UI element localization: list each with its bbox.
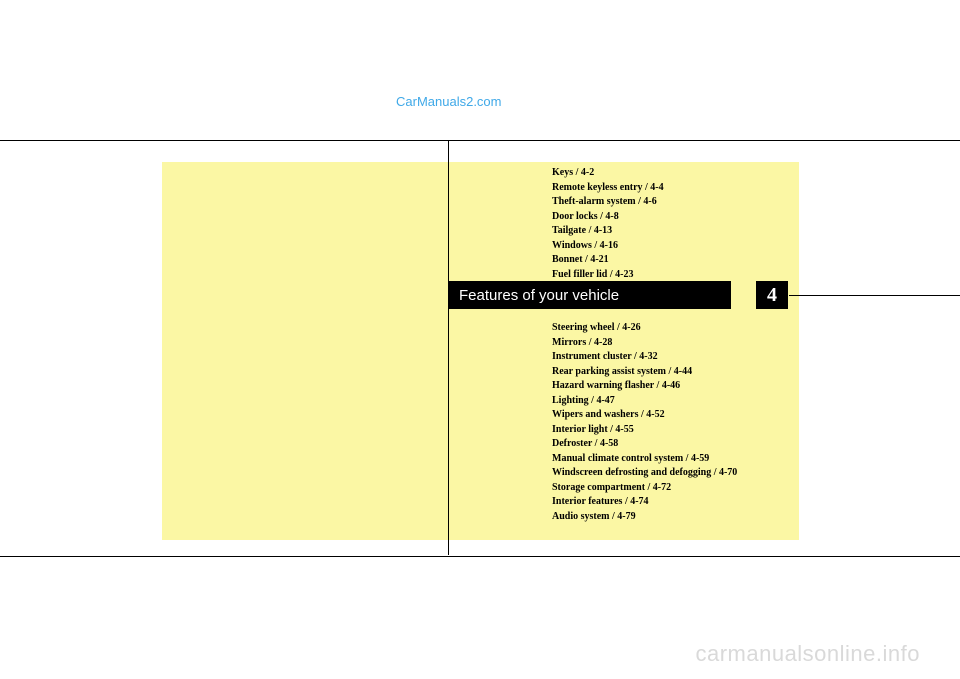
- toc-entry: Mirrors / 4-28: [552, 336, 737, 351]
- toc-entry: Manual climate control system / 4-59: [552, 452, 737, 467]
- toc-lower: Steering wheel / 4-26 Mirrors / 4-28 Ins…: [552, 321, 737, 524]
- toc-entry: Instrument cluster / 4-32: [552, 350, 737, 365]
- section-title: Features of your vehicle: [449, 281, 731, 309]
- toc-entry: Lighting / 4-47: [552, 394, 737, 409]
- toc-entry: Bonnet / 4-21: [552, 253, 664, 268]
- toc-entry: Interior light / 4-55: [552, 423, 737, 438]
- toc-entry: Interior features / 4-74: [552, 495, 737, 510]
- toc-entry: Windows / 4-16: [552, 239, 664, 254]
- toc-entry: Steering wheel / 4-26: [552, 321, 737, 336]
- toc-entry: Theft-alarm system / 4-6: [552, 195, 664, 210]
- chapter-number: 4: [756, 281, 788, 309]
- toc-entry: Remote keyless entry / 4-4: [552, 181, 664, 196]
- toc-entry: Hazard warning flasher / 4-46: [552, 379, 737, 394]
- toc-entry: Tailgate / 4-13: [552, 224, 664, 239]
- toc-entry: Keys / 4-2: [552, 166, 664, 181]
- toc-entry: Wipers and washers / 4-52: [552, 408, 737, 423]
- watermark-top: CarManuals2.com: [396, 94, 502, 109]
- section-rule: [789, 295, 960, 296]
- toc-entry: Door locks / 4-8: [552, 210, 664, 225]
- watermark-bottom: carmanualsonline.info: [695, 641, 920, 667]
- toc-entry: Rear parking assist system / 4-44: [552, 365, 737, 380]
- center-divider: [448, 140, 449, 555]
- toc-entry: Windscreen defrosting and defogging / 4-…: [552, 466, 737, 481]
- toc-upper: Keys / 4-2 Remote keyless entry / 4-4 Th…: [552, 166, 664, 282]
- toc-entry: Storage compartment / 4-72: [552, 481, 737, 496]
- section-header: Features of your vehicle 4: [449, 281, 960, 309]
- toc-entry: Defroster / 4-58: [552, 437, 737, 452]
- toc-entry: Audio system / 4-79: [552, 510, 737, 525]
- toc-entry: Fuel filler lid / 4-23: [552, 268, 664, 283]
